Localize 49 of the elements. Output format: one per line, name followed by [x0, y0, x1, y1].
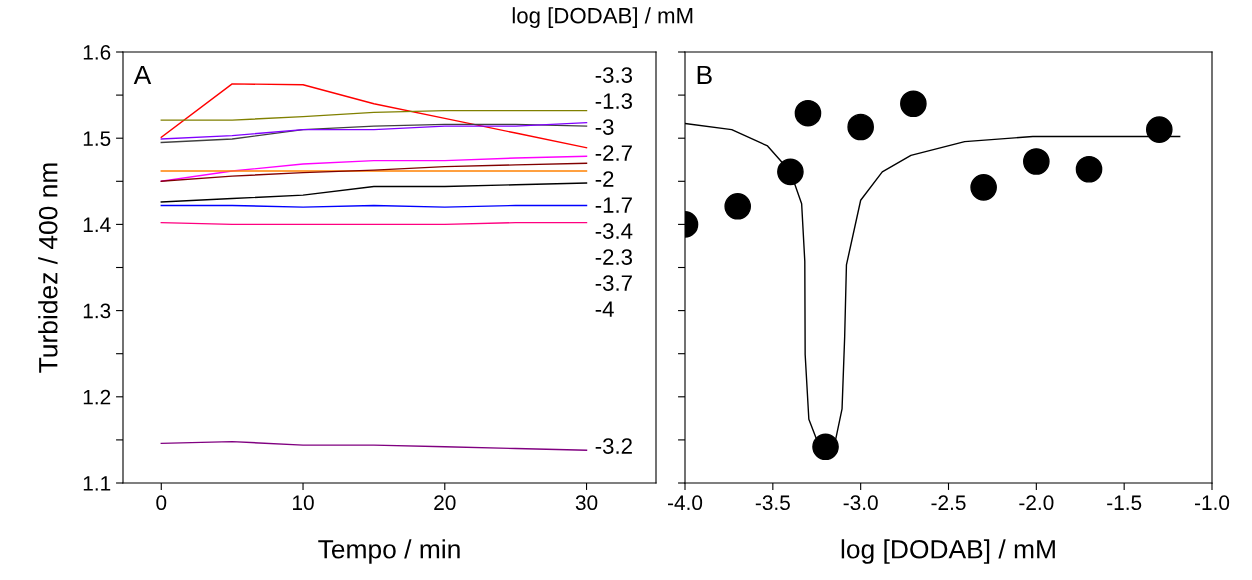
y-tick-label: 1.6: [83, 45, 111, 60]
annotation: A: [133, 65, 152, 85]
x-tick-label: -1.5: [1107, 495, 1142, 511]
annotation: -2.7: [595, 145, 632, 161]
x-tick-label: -2.0: [1019, 495, 1054, 511]
point: [812, 433, 839, 461]
annotation: -2: [595, 171, 614, 187]
point: [1145, 116, 1173, 143]
y-tick-label: 1.5: [83, 131, 111, 146]
x-tick-label: 20: [434, 495, 456, 511]
annotation: -4: [595, 301, 614, 317]
y-tick-label: 1.2: [83, 389, 111, 405]
annotation: -3.7: [595, 275, 632, 291]
point: [1023, 148, 1050, 175]
x-tick-label: 30: [575, 495, 598, 511]
y-axis-title: Turbidez / 400 nm: [38, 163, 58, 373]
annotation: -2.3: [595, 249, 633, 265]
x-tick-label: 0: [156, 495, 167, 511]
point: [1075, 155, 1103, 183]
line-series: [160, 109, 588, 121]
annotation: -3.2: [595, 438, 632, 454]
x-tick-label: -3.0: [843, 495, 878, 511]
x-tick-label: -4.0: [667, 495, 703, 511]
annotation: -1.7: [595, 197, 632, 213]
point: [847, 113, 874, 141]
line-series: [160, 83, 588, 149]
line-series: [160, 440, 588, 451]
point: [900, 90, 927, 118]
x-axis-title: log [DODAB] / mM: [841, 539, 1055, 564]
annotation: -1.3: [595, 93, 633, 109]
point: [777, 158, 804, 186]
x-tick-label: 10: [293, 495, 314, 511]
y-tick-label: 1.3: [83, 303, 111, 319]
line-series: [160, 182, 588, 203]
point: [970, 174, 997, 201]
point: [724, 192, 752, 220]
point: [794, 99, 822, 127]
text: log [DODAB] / mM: [512, 7, 693, 28]
y-tick-label: 1.1: [83, 476, 111, 491]
x-axis-title: Tempo / min: [318, 539, 460, 564]
annotation: -3.4: [595, 223, 633, 239]
annotation: -3.3: [595, 67, 633, 83]
x-tick-label: -3.5: [755, 495, 790, 511]
y-tick-label: 1.4: [83, 217, 111, 232]
annotation: -3: [595, 119, 614, 135]
annotation: B: [697, 65, 712, 85]
x-tick-label: -1.0: [1194, 495, 1230, 511]
x-tick-label: -2.5: [931, 495, 966, 511]
line-series: [160, 162, 588, 182]
